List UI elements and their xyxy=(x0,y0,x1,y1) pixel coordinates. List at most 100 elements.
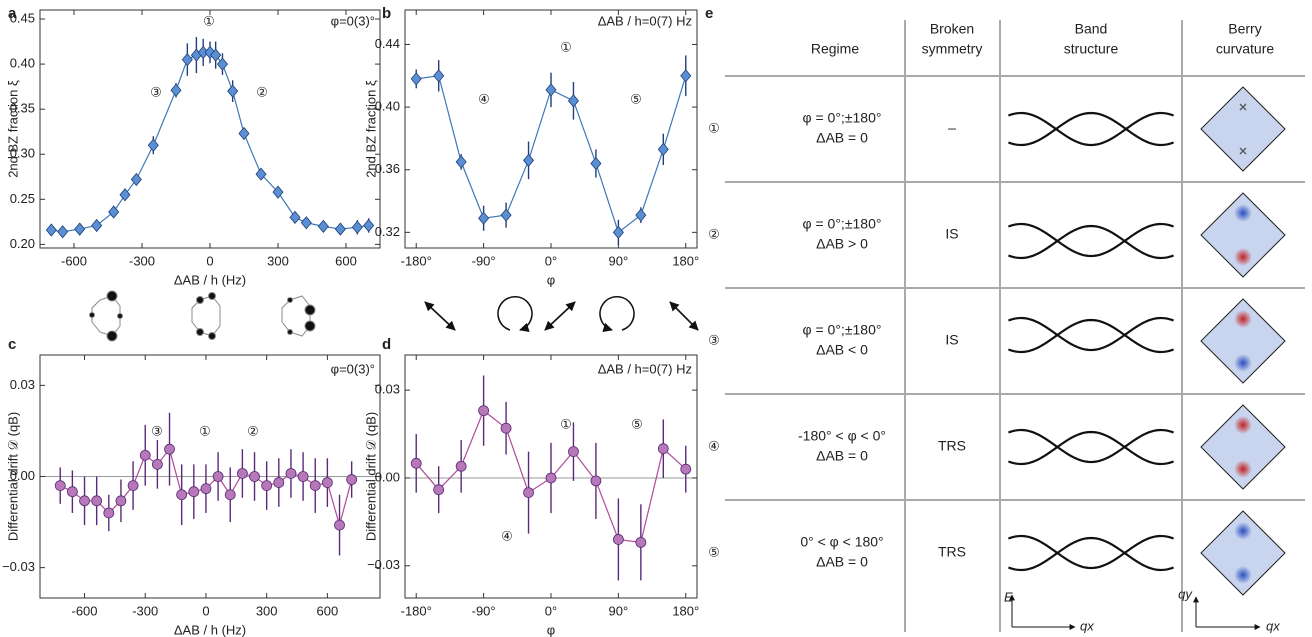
data-point xyxy=(216,57,228,71)
axis-label: E xyxy=(1004,589,1013,604)
data-point xyxy=(139,449,151,461)
data-point xyxy=(45,223,57,237)
data-point xyxy=(176,489,188,501)
y-tick-label: −0.03 xyxy=(367,557,400,572)
y-axis-label: Differential drift 𝒟 (qB) xyxy=(363,412,378,541)
y-tick-label: 0.03 xyxy=(10,377,35,392)
regime-condition: ΔAB = 0 xyxy=(816,130,868,146)
data-point xyxy=(321,477,333,488)
dirac-point xyxy=(1239,103,1247,111)
data-point xyxy=(289,210,301,224)
regime-condition: ΔAB > 0 xyxy=(816,236,868,252)
band-curve xyxy=(1008,111,1174,147)
band-curve xyxy=(1008,430,1174,466)
regime-marker: ⑤ xyxy=(708,544,720,559)
data-point xyxy=(236,468,248,479)
x-tick-label: 0° xyxy=(545,253,557,268)
x-axis-label: φ xyxy=(547,622,555,637)
x-axis-label: φ xyxy=(547,272,555,287)
data-point xyxy=(523,487,534,499)
regime-condition: φ = 0°;±180° xyxy=(803,110,882,126)
plot-frame xyxy=(39,9,381,249)
x-tick-label: -180° xyxy=(401,603,432,618)
regime-marker: ② xyxy=(256,84,268,99)
drive-icons xyxy=(424,296,699,333)
y-tick-label: 0.32 xyxy=(375,224,400,239)
regime-condition: 0° < φ < 180° xyxy=(800,534,883,550)
data-point xyxy=(612,534,624,545)
x-tick-label: 90° xyxy=(609,253,629,268)
data-point xyxy=(249,471,260,482)
curvature-peak xyxy=(1234,566,1252,584)
data-point xyxy=(119,188,131,202)
data-point xyxy=(273,477,285,488)
data-point xyxy=(410,457,422,469)
band-curve xyxy=(1008,111,1174,147)
y-tick-label: 0.25 xyxy=(10,191,35,206)
data-point xyxy=(680,69,692,83)
y-axis-label: 2nd BZ fraction ξ xyxy=(363,80,378,178)
broken-symmetry: IS xyxy=(945,226,958,242)
band-curve xyxy=(1008,222,1174,258)
y-tick-label: 0.44 xyxy=(375,36,400,51)
data-point xyxy=(433,69,445,83)
y-axis-label: Differential drift 𝒟 (qB) xyxy=(5,412,20,541)
x-tick-label: -600 xyxy=(61,253,87,268)
data-point xyxy=(108,205,120,219)
column-header: curvature xyxy=(1216,41,1275,57)
condition-note: φ=0(3)° xyxy=(331,361,375,376)
data-line xyxy=(51,51,369,233)
panel-label: e xyxy=(705,5,713,22)
data-point xyxy=(545,83,557,97)
data-point xyxy=(478,405,490,417)
curvature-peak xyxy=(1234,416,1252,434)
x-tick-label: 90° xyxy=(609,603,629,618)
brillouin-zone xyxy=(1200,192,1286,278)
condition-note: ΔAB / h=0(7) Hz xyxy=(598,361,692,376)
data-point xyxy=(66,486,78,498)
data-point xyxy=(363,218,375,233)
curvature-peak xyxy=(1234,460,1252,478)
regime-marker: ③ xyxy=(150,84,162,99)
panel-label: a xyxy=(8,5,17,22)
data-point xyxy=(91,495,103,507)
data-point xyxy=(635,208,647,222)
data-point xyxy=(657,142,669,156)
column-header: Broken xyxy=(930,21,974,37)
column-header: structure xyxy=(1064,41,1119,57)
data-point xyxy=(334,519,345,531)
regime-marker: ① xyxy=(708,120,720,135)
data-point xyxy=(170,83,182,97)
regime-marker: ④ xyxy=(501,528,513,543)
x-tick-label: 300 xyxy=(256,603,278,618)
data-point xyxy=(523,153,535,167)
regime-marker: ① xyxy=(199,423,211,438)
regime-marker: ① xyxy=(560,416,572,431)
data-point xyxy=(657,443,669,455)
x-tick-label: -90° xyxy=(472,603,496,618)
x-tick-label: -300 xyxy=(129,253,155,268)
x-tick-label: -90° xyxy=(472,253,496,268)
regime-condition: ΔAB = 0 xyxy=(816,448,868,464)
x-tick-label: 180° xyxy=(672,603,699,618)
panel-label: d xyxy=(382,336,391,353)
x-tick-label: 600 xyxy=(317,603,339,618)
curvature-peak xyxy=(1234,354,1252,372)
data-point xyxy=(57,225,69,239)
column-header: symmetry xyxy=(922,41,983,57)
x-tick-label: 0 xyxy=(206,253,213,268)
data-point xyxy=(54,480,66,492)
y-tick-label: 0.00 xyxy=(10,468,35,483)
y-tick-label: 0.45 xyxy=(10,10,35,25)
brillouin-zone xyxy=(1200,510,1286,596)
data-point xyxy=(351,220,363,234)
regime-condition: -180° < φ < 0° xyxy=(798,428,886,444)
broken-symmetry: TRS xyxy=(938,544,966,560)
y-tick-label: 0.03 xyxy=(375,382,400,397)
data-point xyxy=(500,422,512,434)
data-point xyxy=(455,155,467,169)
data-point xyxy=(255,167,267,181)
curvature-peak xyxy=(1234,522,1252,540)
regime-marker: ④ xyxy=(478,91,490,106)
broken-symmetry: TRS xyxy=(938,438,966,454)
